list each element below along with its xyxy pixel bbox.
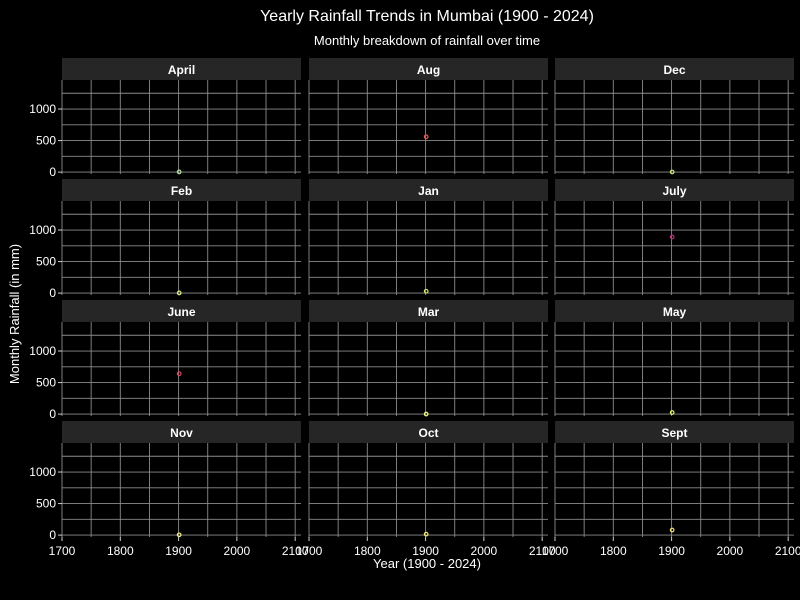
data-point-jan — [423, 288, 429, 294]
y-tick-label: 1000 — [29, 102, 56, 116]
facet-strip-label: Dec — [663, 63, 685, 77]
data-point-june — [176, 371, 182, 377]
x-tick-label: 1900 — [658, 544, 685, 558]
facet-plot-area — [309, 201, 548, 295]
x-tick-label: 2100 — [282, 544, 309, 558]
facet-strip — [309, 421, 548, 443]
data-point-july — [669, 234, 675, 240]
x-tick-label: 2100 — [529, 544, 556, 558]
data-point-oct — [423, 531, 429, 537]
data-point-april — [176, 169, 182, 175]
facet-plot-area — [555, 322, 794, 416]
facet-panel-oct: Oct 1700 1800 1900 2000 2100 — [296, 421, 556, 558]
y-tick-label: 1000 — [29, 223, 56, 237]
y-tick-label: 500 — [36, 497, 56, 511]
facet-strip-label: Nov — [170, 426, 193, 440]
facet-strip — [309, 179, 548, 201]
facet-strip — [62, 300, 301, 322]
facet-strip-label: Mar — [418, 305, 440, 319]
facet-plot-area — [555, 201, 794, 295]
facet-panel-june: June 0 500 1000 — [29, 300, 301, 421]
facet-panel-aug: Aug — [308, 58, 548, 174]
facet-strip-label: July — [662, 184, 686, 198]
facet-strip — [555, 58, 794, 80]
facet-plot-area — [309, 80, 548, 174]
facet-strip-label: April — [168, 63, 195, 77]
x-tick-label: 1700 — [542, 544, 569, 558]
x-tick-label: 1800 — [354, 544, 381, 558]
facet-plot-area — [309, 322, 548, 416]
facet-strip-label: Sept — [661, 426, 687, 440]
facet-strip-label: Aug — [417, 63, 440, 77]
facet-panel-feb: Feb 0 500 1000 — [29, 179, 301, 300]
facet-strip — [555, 300, 794, 322]
facet-plot-area — [555, 443, 794, 537]
y-axis-label: Monthly Rainfall (in mm) — [7, 244, 22, 384]
x-tick-label: 2000 — [224, 544, 251, 558]
data-point-nov — [176, 532, 182, 538]
facet-strip-label: Oct — [418, 426, 438, 440]
x-tick-label: 1700 — [49, 544, 76, 558]
facet-strip — [62, 421, 301, 443]
facet-strip-label: June — [167, 305, 195, 319]
facet-plot-area — [62, 443, 301, 537]
facet-plot-area — [555, 80, 794, 174]
data-point-dec — [669, 169, 675, 175]
y-tick-label: 0 — [49, 165, 56, 179]
facet-panel-july: July — [554, 179, 794, 295]
data-point-aug — [423, 134, 429, 140]
data-point-may — [669, 410, 675, 415]
y-tick-label: 0 — [49, 407, 56, 421]
facet-strip — [62, 179, 301, 201]
x-axis-label: Year (1900 - 2024) — [373, 556, 481, 571]
x-tick-label: 1900 — [412, 544, 439, 558]
facet-strip — [555, 179, 794, 201]
facet-panel-jan: Jan — [308, 179, 548, 295]
x-tick-label: 2000 — [471, 544, 498, 558]
y-tick-label: 500 — [36, 376, 56, 390]
x-tick-label: 1800 — [600, 544, 627, 558]
y-tick-label: 0 — [49, 528, 56, 542]
x-tick-label: 1900 — [165, 544, 192, 558]
facet-strip — [62, 58, 301, 80]
data-point-feb — [176, 290, 182, 296]
x-tick-label: 1700 — [296, 544, 323, 558]
facet-panel-dec: Dec — [554, 58, 794, 175]
facet-plot-area — [62, 80, 301, 174]
facet-panel-nov: Nov 0 500 1000 1700 1800 1900 2000 2100 — [29, 421, 309, 558]
facet-panel-may: May — [554, 300, 794, 416]
facet-strip — [309, 300, 548, 322]
facet-strip-label: May — [663, 305, 687, 319]
y-tick-label: 1000 — [29, 465, 56, 479]
x-tick-label: 1800 — [107, 544, 134, 558]
data-point-sept — [669, 527, 675, 533]
chart-subtitle: Monthly breakdown of rainfall over time — [314, 33, 540, 48]
facet-panels: April 0 500 1000 Aug Dec Feb 0 500 1000 Jan July Jun… — [29, 58, 800, 558]
facet-strip — [309, 58, 548, 80]
facet-panel-april: April 0 500 1000 — [29, 58, 301, 179]
y-tick-label: 0 — [49, 286, 56, 300]
facet-panel-sept: Sept 1700 1800 1900 2000 2100 — [542, 421, 800, 558]
facet-strip-label: Feb — [171, 184, 192, 198]
facet-plot-area — [62, 201, 301, 295]
facet-strip-label: Jan — [418, 184, 439, 198]
facet-strip — [555, 421, 794, 443]
data-point-mar — [423, 411, 429, 417]
y-tick-label: 1000 — [29, 344, 56, 358]
y-tick-label: 500 — [36, 134, 56, 148]
facet-plot-area — [62, 322, 301, 416]
facet-panel-mar: Mar — [308, 300, 548, 417]
chart-title: Yearly Rainfall Trends in Mumbai (1900 -… — [260, 8, 594, 25]
x-tick-label: 2100 — [775, 544, 800, 558]
x-tick-label: 2000 — [717, 544, 744, 558]
y-tick-label: 500 — [36, 255, 56, 269]
facet-plot-area — [309, 443, 548, 537]
